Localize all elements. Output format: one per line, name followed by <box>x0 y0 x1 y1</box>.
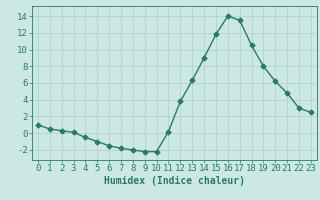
X-axis label: Humidex (Indice chaleur): Humidex (Indice chaleur) <box>104 176 245 186</box>
